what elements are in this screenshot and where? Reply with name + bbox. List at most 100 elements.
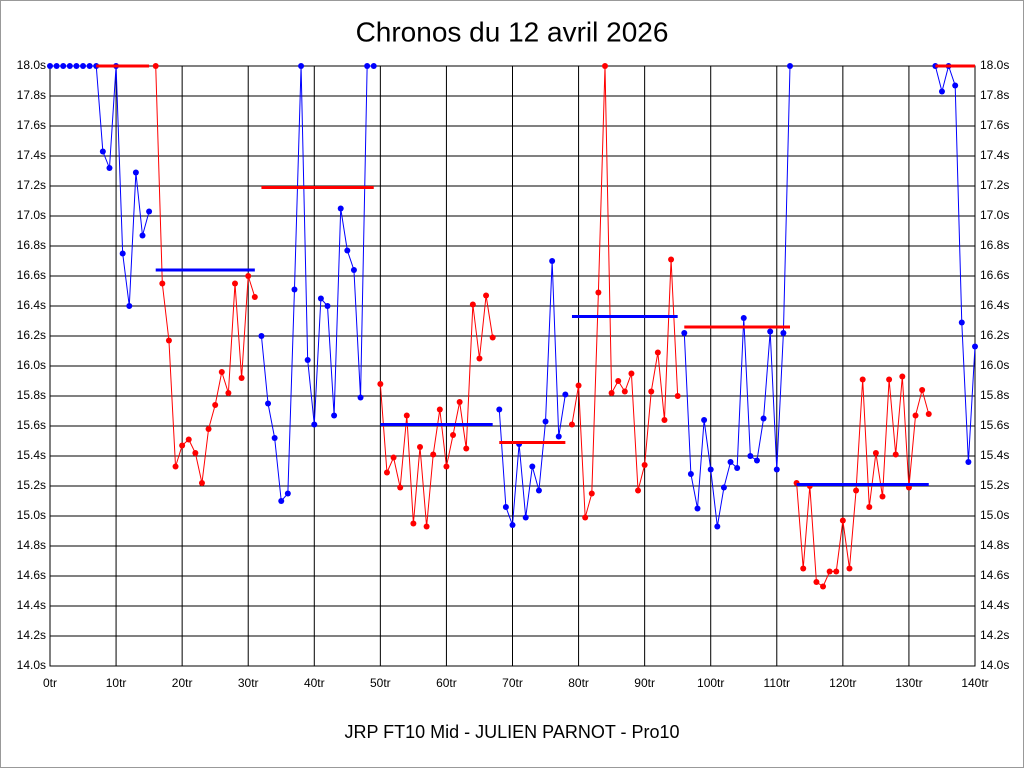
data-point — [66, 63, 73, 69]
data-point — [892, 451, 899, 458]
y-tick-label: 17.6s — [17, 118, 46, 132]
data-point — [740, 315, 747, 321]
y-tick-label: 16.8s — [17, 238, 46, 252]
data-point — [621, 388, 628, 395]
data-point — [681, 330, 688, 336]
x-tick-label: 20tr — [172, 676, 193, 690]
data-point — [575, 382, 582, 389]
data-point — [232, 280, 238, 287]
data-point — [542, 418, 549, 425]
data-point — [489, 334, 496, 341]
data-point — [304, 357, 311, 363]
y-tick-label: 14.8s — [17, 538, 46, 552]
data-point — [787, 63, 793, 69]
data-point — [218, 369, 225, 375]
y2-tick-label: 18.0s — [980, 58, 1009, 72]
data-point — [450, 432, 457, 438]
y2-tick-label: 17.6s — [980, 118, 1009, 132]
data-point — [139, 232, 146, 239]
data-point — [370, 63, 377, 69]
data-point — [912, 412, 919, 419]
y-tick-label: 15.8s — [17, 388, 46, 402]
data-point — [602, 63, 608, 69]
data-point — [483, 292, 490, 299]
data-point — [86, 63, 93, 69]
data-point — [476, 355, 483, 362]
data-point — [588, 490, 595, 497]
data-point — [965, 459, 972, 465]
x-tick-label: 110tr — [764, 676, 790, 690]
data-point — [469, 301, 476, 308]
data-point — [119, 250, 126, 257]
data-point — [734, 465, 741, 471]
y-tick-label: 16.2s — [17, 328, 46, 342]
data-point — [826, 568, 833, 575]
data-point — [701, 417, 708, 423]
data-point — [555, 433, 562, 440]
y-tick-label: 16.0s — [17, 358, 46, 372]
data-point — [126, 303, 133, 309]
data-point — [331, 412, 338, 419]
data-point — [694, 505, 701, 512]
data-point — [925, 411, 932, 417]
data-point — [146, 208, 153, 215]
data-point — [238, 375, 245, 381]
data-point — [364, 63, 371, 69]
data-point — [549, 258, 556, 264]
data-point — [317, 295, 324, 302]
x-tick-label: 30tr — [238, 676, 259, 690]
y2-tick-label: 17.2s — [980, 178, 1009, 192]
y2-tick-label: 16.0s — [980, 358, 1009, 372]
data-point — [839, 517, 846, 524]
data-point — [727, 459, 734, 465]
y2-tick-label: 14.8s — [980, 538, 1009, 552]
y-tick-label: 14.6s — [17, 568, 46, 582]
y2-tick-label: 17.8s — [980, 88, 1009, 102]
data-point — [886, 376, 893, 383]
data-point — [258, 333, 265, 339]
x-tick-label: 50tr — [370, 676, 391, 690]
data-point — [562, 391, 569, 398]
y2-tick-label: 16.6s — [980, 268, 1009, 282]
data-point — [172, 463, 179, 470]
data-point — [179, 442, 186, 449]
y-tick-label: 15.0s — [17, 508, 46, 522]
data-point — [800, 565, 807, 572]
data-point — [820, 583, 827, 590]
data-point — [568, 421, 575, 428]
data-point — [60, 63, 67, 69]
data-point — [443, 463, 450, 470]
data-point — [403, 412, 410, 419]
data-point — [509, 522, 516, 528]
data-point — [198, 480, 205, 486]
data-point — [298, 63, 305, 69]
chart-title: Chronos du 12 avril 2026 — [356, 16, 669, 47]
y2-tick-label: 16.4s — [980, 298, 1009, 312]
data-point — [410, 520, 417, 527]
x-tick-label: 40tr — [304, 676, 325, 690]
data-point — [337, 205, 344, 212]
data-point — [872, 450, 879, 456]
x-tick-label: 10tr — [106, 676, 127, 690]
data-point — [641, 462, 648, 468]
data-point — [753, 457, 760, 464]
y-tick-label: 15.4s — [17, 448, 46, 462]
y2-tick-label: 14.2s — [980, 628, 1009, 642]
data-point — [608, 390, 615, 396]
y2-tick-label: 15.8s — [980, 388, 1009, 402]
data-point — [674, 393, 681, 399]
data-point — [436, 406, 443, 413]
data-point — [879, 493, 886, 500]
y2-tick-label: 17.0s — [980, 208, 1009, 222]
y-tick-label: 17.4s — [17, 148, 46, 162]
data-point — [73, 63, 80, 69]
data-point — [502, 504, 509, 510]
data-point — [747, 453, 754, 459]
data-point — [324, 303, 331, 309]
data-point — [47, 63, 53, 69]
data-point — [846, 565, 853, 572]
y-tick-label: 18.0s — [17, 58, 46, 72]
data-point — [225, 390, 232, 396]
x-tick-label: 70tr — [502, 676, 523, 690]
